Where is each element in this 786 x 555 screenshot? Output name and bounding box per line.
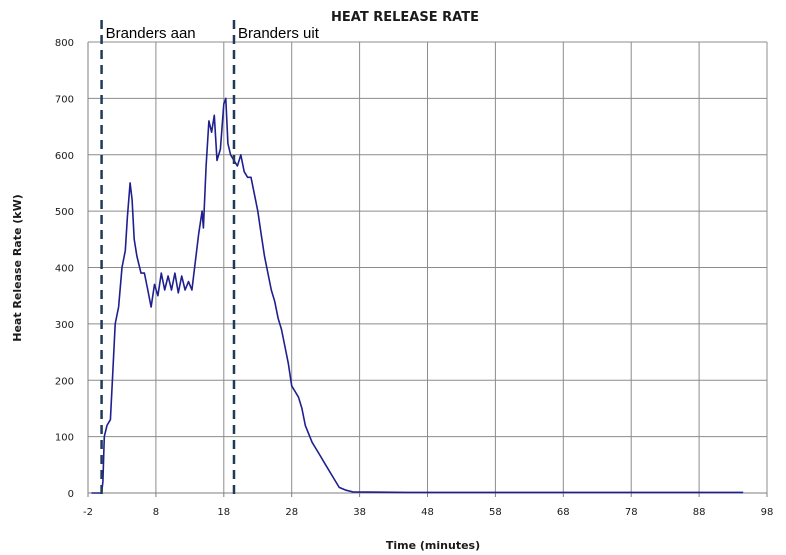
y-tick-label: 400 bbox=[55, 264, 74, 275]
y-tick-label: 700 bbox=[55, 94, 74, 105]
x-tick-label: 98 bbox=[761, 507, 774, 518]
y-tick-label: 600 bbox=[55, 151, 74, 162]
x-tick-label: 68 bbox=[557, 507, 570, 518]
x-axis-title: Time (minutes) bbox=[386, 539, 480, 552]
x-tick-label: 88 bbox=[693, 507, 706, 518]
x-tick-label: 38 bbox=[353, 507, 366, 518]
markers: Branders aan Branders uit bbox=[100, 20, 320, 497]
x-tick-label: 58 bbox=[489, 507, 502, 518]
y-tick-labels: 0 100 200 300 400 500 600 700 800 bbox=[55, 38, 74, 500]
x-tick-label: 8 bbox=[153, 507, 159, 518]
y-tick-label: 800 bbox=[55, 38, 74, 49]
x-tick-labels: -2 8 18 28 38 48 58 68 78 88 98 bbox=[83, 507, 773, 518]
x-tick-label: -2 bbox=[83, 507, 93, 518]
y-tick-label: 100 bbox=[55, 433, 74, 444]
heat-release-rate-line bbox=[91, 97, 744, 494]
y-tick-label: 500 bbox=[55, 207, 74, 218]
x-tick-label: 28 bbox=[285, 507, 298, 518]
grid bbox=[88, 41, 768, 493]
x-tick-label: 78 bbox=[625, 507, 638, 518]
y-tick-label: 0 bbox=[68, 489, 74, 500]
y-tick-label: 300 bbox=[55, 320, 74, 331]
y-axis-title: Heat Release Rate (kW) bbox=[11, 194, 24, 342]
branders-uit-label: Branders uit bbox=[238, 25, 320, 42]
branders-aan-label: Branders aan bbox=[106, 25, 196, 42]
x-tick-label: 48 bbox=[421, 507, 434, 518]
x-tick-label: 18 bbox=[217, 507, 230, 518]
series-group bbox=[91, 97, 744, 494]
y-tick-label: 200 bbox=[55, 376, 74, 387]
chart-title: HEAT RELEASE RATE bbox=[331, 10, 479, 25]
